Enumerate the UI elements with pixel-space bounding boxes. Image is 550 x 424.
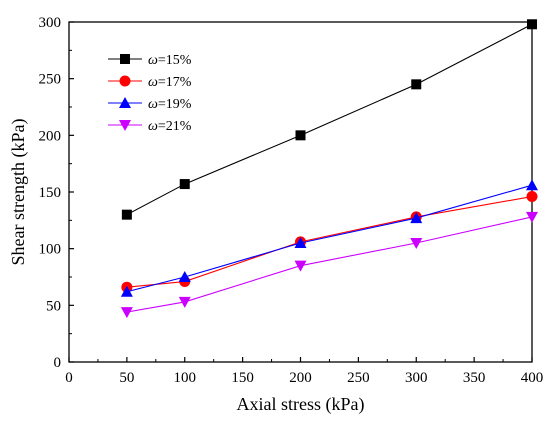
y-axis-title: Shear strength (kPa) xyxy=(8,119,29,266)
x-tick-label: 200 xyxy=(289,370,312,386)
legend-label: ω=19% xyxy=(148,97,192,112)
series-line xyxy=(126,184,533,293)
x-tick-label: 350 xyxy=(463,370,486,386)
data-point xyxy=(295,130,306,141)
series-1 xyxy=(121,19,537,220)
y-tick-label: 0 xyxy=(54,355,62,371)
legend-label: ω=17% xyxy=(148,75,192,90)
y-tick-label: 200 xyxy=(39,128,62,144)
x-tick-label: 250 xyxy=(347,370,370,386)
y-tick-label: 250 xyxy=(39,72,62,88)
data-point xyxy=(179,179,190,190)
legend-symbol: ω xyxy=(148,53,158,68)
legend-value: =21% xyxy=(158,119,192,134)
x-tick-label: 50 xyxy=(119,370,134,386)
x-tick-label: 150 xyxy=(231,370,254,386)
data-point xyxy=(120,307,133,319)
data-point xyxy=(410,212,423,224)
data-point xyxy=(410,238,423,249)
legend-symbol: ω xyxy=(148,75,158,90)
series-line xyxy=(126,195,533,288)
series-3 xyxy=(120,179,538,297)
data-point xyxy=(526,191,538,203)
data-point xyxy=(527,19,537,30)
series-4 xyxy=(120,211,538,319)
data-point xyxy=(178,296,191,308)
legend-label: ω=21% xyxy=(148,119,192,134)
y-tick-label: 50 xyxy=(46,298,61,314)
legend-value: =15% xyxy=(158,53,192,68)
legend-item-4: ω=21% xyxy=(108,119,192,134)
x-tick-label: 400 xyxy=(521,370,544,386)
legend-item-1: ω=15% xyxy=(108,53,192,68)
axes: 0 50 100 150 200 250 300 350 400 0 50 100 150 200 250 3… xyxy=(39,15,544,386)
y-tick-label: 100 xyxy=(39,242,62,258)
y-tick-label: 300 xyxy=(39,15,62,31)
plot-frame xyxy=(68,21,533,363)
data-point xyxy=(120,285,133,297)
legend-marker xyxy=(120,54,130,64)
data-point xyxy=(294,260,307,272)
data-point xyxy=(294,237,307,248)
legend-item-3: ω=19% xyxy=(108,97,192,112)
legend-label: ω=15% xyxy=(148,53,192,68)
series-layer xyxy=(120,19,538,319)
legend-value: =19% xyxy=(158,97,192,112)
data-point xyxy=(526,179,538,191)
x-axis-title: Axial stress (kPa) xyxy=(237,394,365,415)
data-point xyxy=(121,209,132,220)
x-tick-label: 300 xyxy=(405,370,428,386)
legend-marker xyxy=(119,97,131,108)
legend-value: =17% xyxy=(158,75,192,90)
legend-marker xyxy=(119,120,131,131)
data-point xyxy=(178,271,191,282)
legend-symbol: ω xyxy=(148,97,158,112)
legend-item-2: ω=17% xyxy=(108,75,192,90)
data-point xyxy=(526,211,538,223)
x-tick-label: 0 xyxy=(65,370,73,386)
legend-symbol: ω xyxy=(148,119,158,134)
y-tick-label: 150 xyxy=(39,185,62,201)
x-tick-label: 100 xyxy=(174,370,197,386)
data-point xyxy=(411,79,422,90)
legend-marker xyxy=(119,75,131,87)
legend: ω=15%ω=17%ω=19%ω=21% xyxy=(108,53,192,134)
